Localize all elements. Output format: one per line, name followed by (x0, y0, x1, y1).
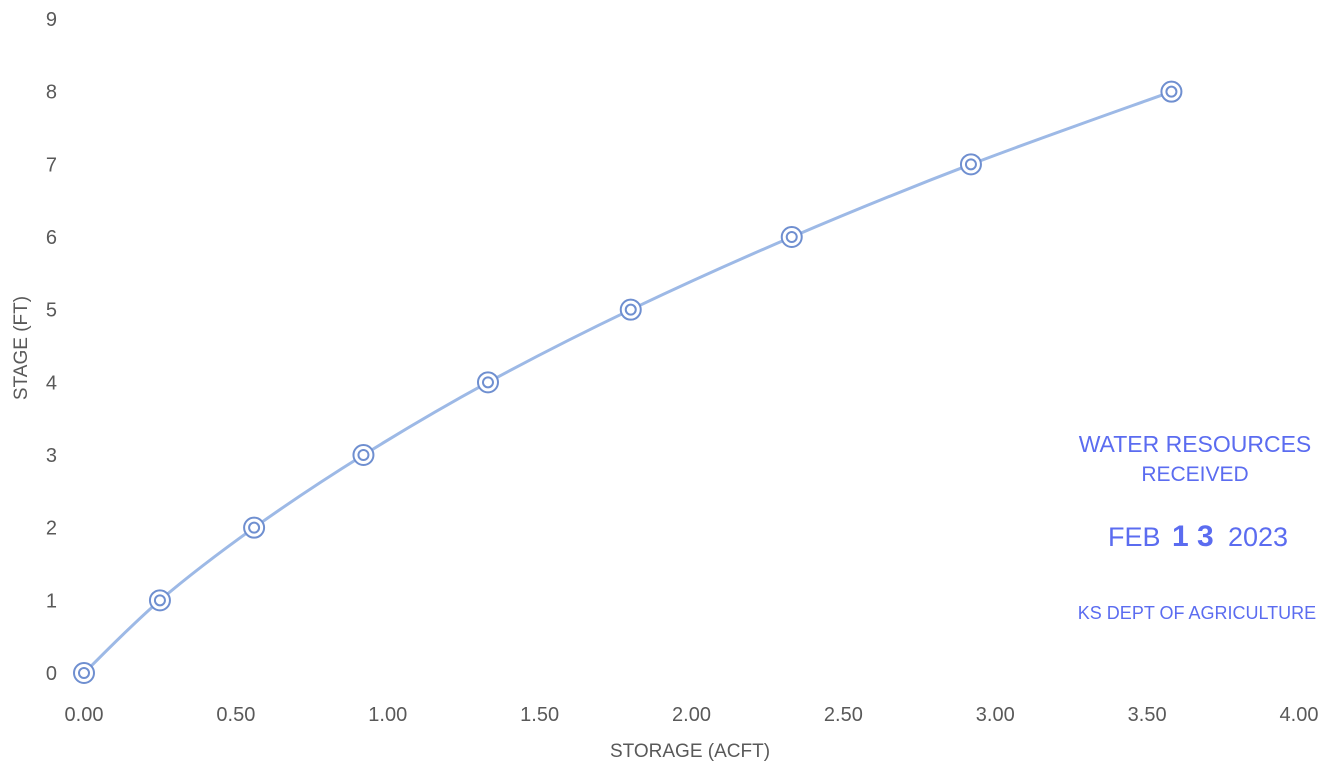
series-line (82, 90, 1172, 675)
x-tick-label: 3.50 (1128, 704, 1167, 726)
y-tick-label: 0 (46, 663, 57, 685)
y-tick-label: 5 (46, 300, 57, 322)
stamp-date-day: 1 3 (1172, 520, 1214, 553)
x-tick-label: 0.50 (216, 704, 255, 726)
y-tick-label: 7 (46, 154, 57, 176)
y-tick-label: 9 (46, 9, 57, 31)
y-tick-label: 4 (46, 372, 57, 394)
x-tick-label: 2.00 (672, 704, 711, 726)
y-axis-title: STAGE (FT) (11, 296, 32, 400)
data-point (780, 226, 803, 248)
stamp-date-year: 2023 (1228, 522, 1288, 552)
y-tick-label: 1 (46, 590, 57, 612)
stamp-line-2: RECEIVED (1141, 463, 1248, 486)
x-tick-label: 1.00 (368, 704, 407, 726)
x-tick-label: 1.50 (520, 704, 559, 726)
data-point (1160, 80, 1183, 103)
x-tick-label: 2.50 (824, 704, 863, 726)
data-point (959, 153, 982, 176)
received-stamp: WATER RESOURCES RECEIVED FEB 1 3 2023 KS… (1078, 431, 1316, 623)
y-axis-ticks: 0 1 2 3 4 5 6 7 8 9 (46, 9, 57, 685)
series-markers (73, 80, 1183, 684)
stamp-agency: KS DEPT OF AGRICULTURE (1078, 603, 1316, 623)
y-tick-label: 8 (46, 82, 57, 104)
x-tick-label: 3.00 (976, 704, 1015, 726)
x-tick-label: 4.00 (1280, 704, 1319, 726)
y-tick-label: 2 (46, 518, 57, 540)
data-point (352, 444, 375, 466)
stamp-line-1: WATER RESOURCES (1079, 431, 1312, 457)
data-point (619, 298, 642, 321)
y-tick-label: 6 (46, 227, 57, 249)
y-tick-label: 3 (46, 445, 57, 467)
data-point (243, 516, 266, 539)
data-point (476, 371, 499, 394)
x-axis-ticks: 0.00 0.50 1.00 1.50 2.00 2.50 3.00 3.50 4.00 (65, 704, 1319, 726)
data-point (73, 662, 95, 684)
stamp-date-month: FEB (1108, 522, 1161, 552)
data-point (148, 589, 171, 612)
x-axis-title: STORAGE (ACFT) (610, 741, 770, 762)
x-tick-label: 0.00 (65, 704, 104, 726)
